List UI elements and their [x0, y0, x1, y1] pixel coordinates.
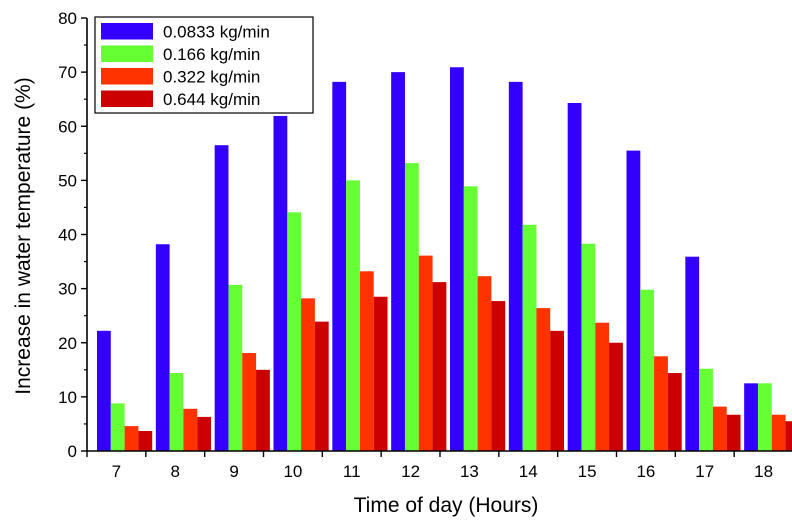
bar-s3-17 — [726, 414, 741, 451]
bar-s1-12 — [404, 163, 419, 451]
bar-s2-13 — [477, 276, 492, 451]
x-tick-label-14: 14 — [519, 462, 538, 481]
bar-s2-16 — [654, 356, 668, 451]
bar-s1-7 — [110, 403, 125, 451]
legend-label-3: 0.644 kg/min — [163, 90, 260, 109]
bar-s2-14 — [536, 308, 551, 451]
ticks-layer: 0 10 20 30 40 50 60 70 80 7 8 9 10 11 12 13 14 15 16 17 18 — [58, 9, 773, 481]
x-tick-label-12: 12 — [401, 462, 420, 481]
bar-s1-10 — [287, 212, 302, 451]
x-tick-label-8: 8 — [171, 462, 180, 481]
bar-s0-14 — [508, 81, 523, 452]
bar-s0-13 — [450, 67, 464, 451]
y-tick-label-50: 50 — [58, 171, 77, 190]
bar-s0-17 — [685, 256, 700, 451]
bar-s1-11 — [346, 180, 360, 452]
bar-s2-7 — [124, 426, 139, 451]
bar-s0-18 — [744, 383, 758, 451]
x-tick-label-9: 9 — [229, 462, 238, 481]
y-tick-label-40: 40 — [58, 226, 77, 245]
bar-s3-18 — [785, 421, 792, 451]
x-tick-label-10: 10 — [283, 462, 302, 481]
bar-s3-12 — [432, 282, 447, 451]
bar-s3-13 — [491, 301, 506, 451]
bar-s3-16 — [667, 373, 682, 451]
bar-s0-7 — [97, 330, 111, 451]
bar-s1-8 — [169, 373, 184, 451]
legend-label-1: 0.166 kg/min — [163, 45, 260, 64]
x-tick-label-11: 11 — [343, 462, 361, 481]
y-tick-label-10: 10 — [58, 388, 77, 407]
bar-s2-10 — [301, 298, 315, 451]
bar-s0-11 — [332, 81, 347, 452]
bar-s0-12 — [391, 72, 405, 452]
bar-s3-15 — [609, 342, 623, 451]
legend-swatch-3 — [101, 90, 153, 107]
x-tick-label-7: 7 — [112, 462, 121, 481]
legend: 0.0833 kg/min 0.166 kg/min 0.322 kg/min 0.6… — [94, 16, 314, 114]
bar-s3-10 — [314, 321, 329, 451]
bar-s1-17 — [699, 368, 713, 451]
bar-s3-14 — [550, 330, 565, 451]
bar-s0-15 — [567, 102, 582, 451]
legend-swatch-2 — [101, 68, 153, 85]
x-tick-label-16: 16 — [636, 462, 655, 481]
y-tick-label-20: 20 — [58, 334, 77, 353]
legend-label-2: 0.322 kg/min — [163, 68, 260, 87]
legend-swatch-1 — [101, 45, 153, 62]
x-tick-label-18: 18 — [754, 462, 773, 481]
y-tick-label-60: 60 — [58, 117, 77, 136]
bar-s3-7 — [138, 430, 153, 451]
x-tick-label-17: 17 — [695, 462, 714, 481]
y-tick-label-70: 70 — [58, 63, 77, 82]
bar-s1-14 — [522, 224, 537, 451]
x-axis-title: Time of day (Hours) — [354, 494, 539, 517]
bar-s1-15 — [581, 243, 596, 451]
x-tick-label-13: 13 — [460, 462, 479, 481]
bar-s0-9 — [214, 145, 229, 451]
bar-s1-13 — [463, 186, 478, 451]
bar-s2-12 — [418, 255, 433, 451]
bar-s1-16 — [640, 289, 655, 451]
bar-s3-11 — [373, 296, 388, 451]
bar-s1-18 — [757, 383, 772, 451]
y-tick-label-0: 0 — [68, 442, 77, 461]
bar-s2-9 — [242, 353, 257, 451]
bar-s0-16 — [626, 150, 641, 452]
bar-s3-8 — [197, 416, 212, 451]
bar-s2-8 — [183, 408, 198, 451]
bar-s3-9 — [256, 369, 270, 451]
bar-s1-9 — [228, 284, 243, 451]
legend-label-0: 0.0833 kg/min — [163, 23, 270, 42]
bar-s0-8 — [155, 244, 170, 451]
legend-swatch-0 — [101, 23, 153, 40]
y-tick-label-80: 80 — [58, 9, 77, 28]
bar-s0-10 — [273, 115, 288, 451]
bar-s2-15 — [595, 322, 610, 451]
bar-s2-18 — [771, 414, 786, 451]
bar-s2-11 — [359, 271, 374, 451]
y-tick-label-30: 30 — [58, 280, 77, 299]
x-tick-label-15: 15 — [578, 462, 597, 481]
y-axis-title: Increase in water temperature (%) — [12, 77, 35, 394]
bars-layer — [97, 67, 792, 452]
bar-s2-17 — [712, 406, 727, 451]
